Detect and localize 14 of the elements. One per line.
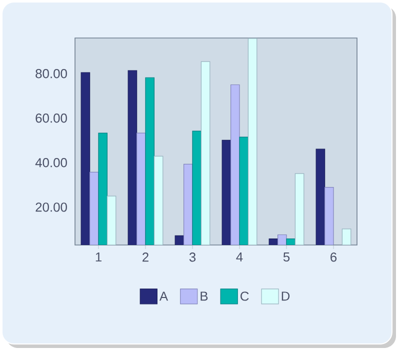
x-tick-label: 3	[189, 252, 196, 262]
x-tick-label: 6	[330, 252, 337, 262]
legend-label: B	[200, 292, 208, 301]
x-tick-label: 2	[142, 252, 148, 262]
x-tick-label: 4	[236, 252, 243, 262]
x-tick-label: 1	[96, 252, 102, 262]
legend-label: C	[240, 292, 249, 301]
y-tick-label: 40.00	[35, 158, 67, 168]
legend-label: D	[282, 292, 290, 301]
y-tick-label: 80.00	[36, 69, 67, 78]
x-tick-label: 5	[283, 252, 290, 262]
y-tick-label: 60.00	[36, 114, 67, 123]
legend-label: A	[159, 292, 168, 301]
y-tick-label: 20.00	[36, 202, 67, 212]
